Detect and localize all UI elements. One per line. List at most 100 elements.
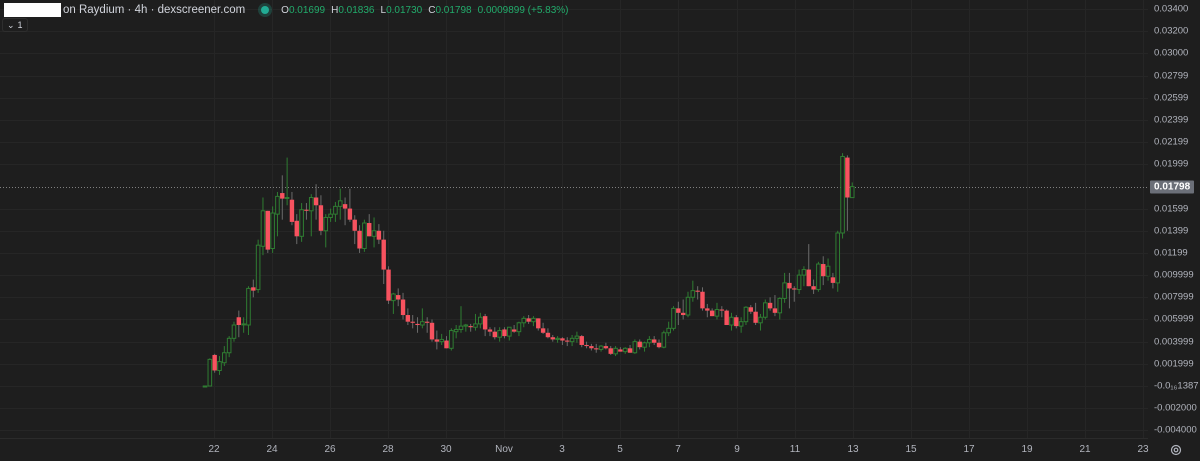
- candle[interactable]: [299, 203, 304, 242]
- candle[interactable]: [758, 313, 763, 331]
- candlestick-chart[interactable]: [0, 0, 1148, 438]
- candle[interactable]: [661, 330, 667, 349]
- candle[interactable]: [801, 266, 807, 287]
- candle[interactable]: [840, 153, 845, 239]
- candle[interactable]: [313, 184, 319, 220]
- candle[interactable]: [516, 321, 522, 337]
- candle[interactable]: [734, 315, 739, 329]
- candle[interactable]: [627, 344, 633, 353]
- candle[interactable]: [318, 195, 324, 236]
- candle[interactable]: [444, 336, 449, 349]
- candle[interactable]: [357, 225, 362, 253]
- candle[interactable]: [825, 258, 831, 281]
- candle[interactable]: [574, 331, 580, 343]
- candle[interactable]: [337, 188, 343, 220]
- candle[interactable]: [449, 328, 454, 351]
- candle[interactable]: [569, 334, 575, 347]
- candle[interactable]: [651, 336, 657, 345]
- candle[interactable]: [246, 286, 251, 335]
- candle[interactable]: [560, 337, 565, 345]
- candle[interactable]: [772, 295, 778, 317]
- candle[interactable]: [439, 333, 444, 345]
- candle[interactable]: [381, 230, 386, 284]
- candle[interactable]: [787, 272, 792, 309]
- collapse-indicators-button[interactable]: ⌄ 1: [2, 18, 28, 32]
- candle[interactable]: [502, 327, 507, 339]
- candle[interactable]: [671, 306, 676, 331]
- candle[interactable]: [222, 346, 227, 367]
- candle[interactable]: [405, 308, 411, 326]
- candle[interactable]: [816, 261, 821, 292]
- candle[interactable]: [782, 272, 787, 303]
- candle[interactable]: [468, 323, 473, 332]
- candle[interactable]: [506, 326, 512, 341]
- candle[interactable]: [424, 317, 430, 333]
- candle[interactable]: [579, 334, 584, 348]
- candle[interactable]: [294, 214, 299, 245]
- candle[interactable]: [738, 317, 744, 333]
- candle[interactable]: [255, 239, 261, 293]
- candle[interactable]: [724, 309, 729, 326]
- candle[interactable]: [618, 347, 623, 352]
- candle[interactable]: [709, 308, 715, 317]
- candle[interactable]: [680, 299, 686, 320]
- candle[interactable]: [207, 358, 213, 387]
- candle[interactable]: [410, 315, 415, 329]
- candle[interactable]: [362, 219, 367, 252]
- candle[interactable]: [352, 215, 357, 245]
- candle[interactable]: [622, 347, 628, 354]
- candle[interactable]: [202, 385, 208, 388]
- candle[interactable]: [777, 297, 783, 320]
- candle[interactable]: [796, 269, 802, 294]
- candle[interactable]: [323, 214, 329, 248]
- candle[interactable]: [656, 339, 662, 349]
- candle[interactable]: [226, 336, 232, 358]
- candle[interactable]: [695, 286, 700, 300]
- candle[interactable]: [415, 317, 420, 333]
- candle[interactable]: [270, 206, 275, 253]
- candle[interactable]: [589, 343, 594, 351]
- candle[interactable]: [251, 279, 256, 298]
- candle[interactable]: [762, 299, 768, 320]
- candle[interactable]: [275, 191, 280, 237]
- candle[interactable]: [748, 305, 753, 314]
- candle[interactable]: [453, 325, 459, 339]
- candle[interactable]: [753, 302, 758, 326]
- candle[interactable]: [434, 330, 440, 350]
- time-axis[interactable]: 22 24 26 28 30 Nov 3 5 7 9 11 13 15 17 19 21 23: [0, 438, 1149, 461]
- candle[interactable]: [632, 339, 638, 354]
- candle[interactable]: [540, 322, 546, 334]
- candle[interactable]: [835, 230, 841, 292]
- candle[interactable]: [637, 339, 642, 350]
- candle[interactable]: [284, 157, 290, 206]
- candle[interactable]: [676, 301, 681, 326]
- candle[interactable]: [429, 319, 435, 342]
- candle[interactable]: [212, 353, 217, 373]
- candle[interactable]: [565, 337, 570, 347]
- candle[interactable]: [511, 325, 517, 333]
- candle[interactable]: [714, 302, 720, 320]
- candle[interactable]: [280, 175, 285, 220]
- candle[interactable]: [463, 323, 469, 332]
- candle[interactable]: [458, 306, 464, 333]
- candle[interactable]: [371, 217, 377, 248]
- candle[interactable]: [743, 306, 749, 326]
- candle[interactable]: [830, 272, 836, 289]
- candle[interactable]: [342, 197, 348, 226]
- candle[interactable]: [487, 327, 493, 337]
- candle[interactable]: [685, 291, 691, 318]
- candle[interactable]: [845, 155, 850, 231]
- candle[interactable]: [806, 244, 811, 287]
- candle[interactable]: [811, 279, 816, 294]
- candle[interactable]: [603, 342, 609, 350]
- candle[interactable]: [767, 297, 773, 311]
- candle[interactable]: [391, 292, 396, 314]
- candle[interactable]: [236, 310, 242, 338]
- candle[interactable]: [531, 316, 536, 327]
- candle[interactable]: [289, 191, 295, 226]
- candle[interactable]: [526, 315, 531, 324]
- candle[interactable]: [482, 313, 488, 337]
- candle[interactable]: [492, 327, 497, 340]
- candle[interactable]: [473, 313, 478, 331]
- candle[interactable]: [265, 210, 270, 253]
